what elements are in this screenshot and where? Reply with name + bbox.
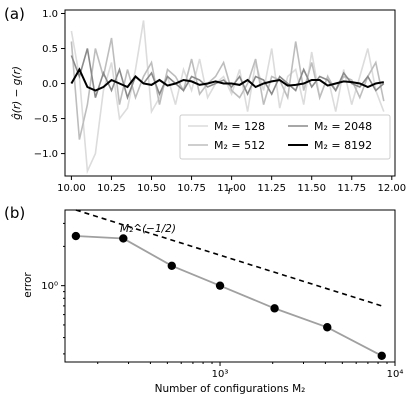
legend-label: M₂ = 2048 — [314, 120, 372, 133]
a-xtick-label: 10.50 — [137, 183, 166, 194]
error-point — [71, 231, 81, 241]
error-line — [75, 235, 383, 357]
a-xtick-label: 12.00 — [377, 183, 406, 194]
error-point — [377, 351, 386, 361]
panel-a-label: (a) — [4, 5, 25, 23]
error-point — [119, 234, 128, 243]
legend-box — [179, 114, 391, 160]
b-xtick-label: 10³ — [212, 369, 229, 380]
a-ytick-label: 0.5 — [42, 44, 58, 55]
plot-b-frame — [64, 209, 396, 363]
a-xtick-label: 11.00 — [217, 183, 246, 194]
b-y-ticks: 10⁰ — [41, 222, 65, 355]
legend-label: M₂ = 512 — [214, 139, 265, 152]
a-ytick-label: −0.5 — [34, 114, 58, 125]
a-legend: M₂ = 128 M₂ = 2048 M₂ = 512 M₂ = 8192 — [179, 114, 391, 160]
a-series-line-0 — [70, 20, 385, 175]
a-xtick-label: 10.25 — [97, 183, 126, 194]
b-ylabel: error — [22, 272, 34, 298]
a-xtick-label: 10.75 — [177, 183, 206, 194]
a-ytick-label: 1.0 — [42, 9, 58, 20]
ref-line-label: M₂^(−1/2) — [120, 223, 176, 235]
plot-b: 10³ 10⁴ 10⁰ — [41, 209, 404, 380]
error-point — [270, 304, 279, 313]
b-series-lines — [71, 209, 386, 361]
plot-a-frame — [64, 9, 396, 177]
error-point — [215, 281, 225, 290]
a-ytick-label: 0.0 — [42, 79, 58, 90]
legend-label: M₂ = 128 — [214, 120, 265, 133]
b-x-ticks: 10³ 10⁴ — [97, 362, 404, 380]
a-series-line-1 — [70, 37, 385, 140]
panel-b-label: (b) — [4, 204, 25, 222]
b-xlabel: Number of configurations M₂ — [155, 383, 306, 395]
a-ytick-label: −1.0 — [34, 149, 58, 160]
a-xlabel: r — [228, 185, 233, 197]
a-xtick-label: 11.75 — [337, 183, 366, 194]
b-xtick-label: 10⁴ — [387, 369, 404, 380]
a-series-lines — [70, 20, 385, 175]
plot-a: 10.00 10.25 10.50 10.75 11.00 11.25 11.50 11.75… — [34, 9, 406, 194]
legend-label: M₂ = 8192 — [314, 139, 372, 152]
a-xtick-label: 11.25 — [257, 183, 286, 194]
a-ylabel: ĝ(r) − g(r) — [11, 66, 23, 120]
a-x-ticks: 10.00 10.25 10.50 10.75 11.00 11.25 11.50 11.75… — [57, 176, 406, 194]
a-xtick-label: 11.50 — [297, 183, 326, 194]
a-xtick-label: 10.00 — [57, 183, 86, 194]
a-series-line-3 — [70, 67, 384, 92]
a-y-ticks: −1.0 −0.5 0.0 0.5 1.0 — [34, 9, 65, 160]
error-point — [167, 261, 176, 270]
error-point — [323, 323, 332, 332]
b-ytick-label: 10⁰ — [41, 281, 58, 292]
